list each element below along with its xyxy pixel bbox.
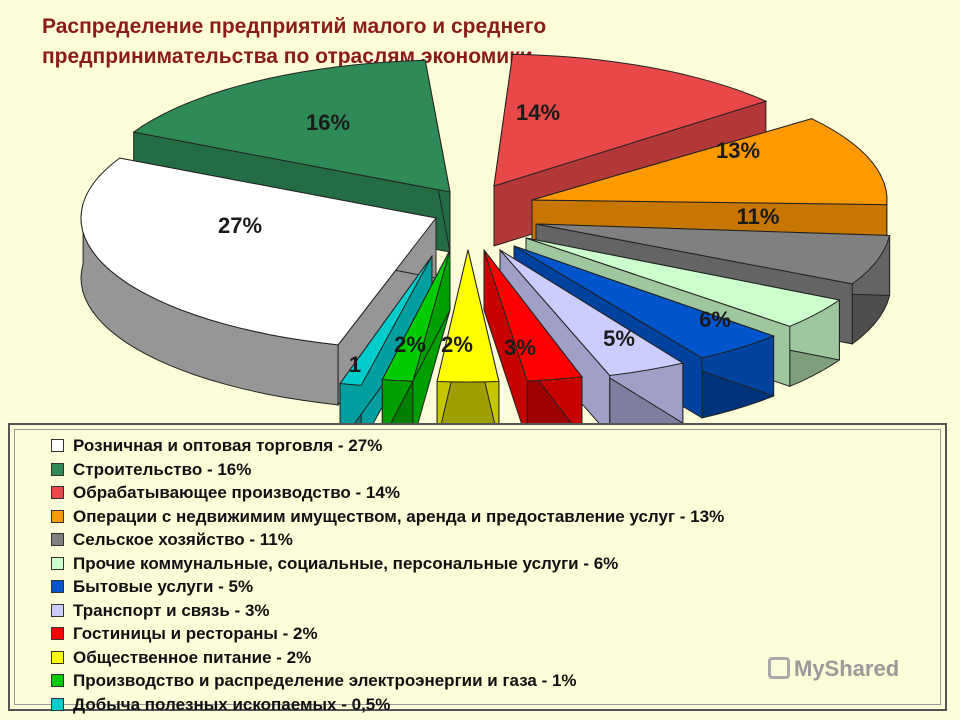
legend-item: Добыча полезных ископаемых - 0,5% [51,693,940,717]
slice-label-5: 11% [737,204,780,229]
legend-frame: Розничная и оптовая торговля - 27% Строит… [14,429,941,714]
slice-label-3: 14% [516,100,560,125]
legend-item: Операции с недвижимим имуществом, аренда… [51,505,940,529]
legend-list: Розничная и оптовая торговля - 27% Строит… [15,430,940,716]
legend-item: Производство и распределение электроэнер… [51,669,940,693]
legend-label: Транспорт и связь - 3% [73,600,270,620]
slice-label-6: 6% [699,307,731,332]
legend-label: Сельское хозяйство - 11% [73,530,293,549]
legend-item: Розничная и оптовая торговля - 27% [51,434,940,458]
legend-item: Транспорт и связь - 3% [51,599,940,623]
legend-item: Общественное питание - 2% [51,646,940,670]
pie-slice-10 [436,249,500,425]
legend-label: Обрабатывающее производство - 14% [73,483,400,502]
legend-swatch [51,509,64,523]
legend-swatch [51,697,64,711]
legend-label: Прочие коммунальные, социальные, персона… [73,553,619,573]
slice-label-1: 27% [218,213,262,238]
slice-label-2: 16% [306,110,350,135]
legend-swatch [51,674,64,688]
legend-swatch [51,603,64,617]
legend-swatch [51,462,64,476]
legend-label: Добыча полезных ископаемых - 0,5% [73,694,391,714]
slice-label-4: 13% [716,138,760,163]
legend-item: Строительство - 16% [51,458,940,482]
legend-swatch [51,486,64,500]
pie-chart: 27% 16% 14% 13% 11% 6% 5% 3% 2% 2% 1 [80,53,891,425]
legend-label: Общественное питание - 2% [73,647,312,667]
legend-label: Производство и распределение электроэнер… [73,671,577,690]
watermark-logo-icon [768,657,790,679]
slice-label-9: 2% [441,332,473,357]
legend-label: Строительство - 16% [73,459,252,479]
legend-swatch [51,533,64,547]
watermark-text: MyShared [794,656,900,681]
legend-swatch [51,439,64,453]
legend-item: Гостиницы и рестораны - 2% [51,622,940,646]
legend-swatch [51,650,64,664]
pie-slice-11 [381,249,451,425]
slice-label-7: 5% [603,326,635,351]
legend-label: Гостиницы и рестораны - 2% [73,624,318,643]
watermark: MyShared [768,656,899,682]
legend-swatch [51,580,64,594]
legend-swatch [51,627,64,641]
legend-item: Обрабатывающее производство - 14% [51,481,940,505]
slice-label-10: 2% [394,332,426,357]
legend-swatch [51,556,64,570]
legend-label: Бытовые услуги - 5% [73,577,254,596]
legend-label: Операции с недвижимим имуществом, аренда… [73,506,725,526]
slice-label-11: 1 [349,352,361,377]
pie-slice-9 [483,248,583,425]
legend: Розничная и оптовая торговля - 27% Строит… [8,423,947,714]
pie-slice-12 [339,254,433,425]
slice-label-8: 3% [504,335,536,360]
chart-title-line-1: Распределение предприятий малого и средн… [42,15,547,38]
legend-label: Розничная и оптовая торговля - 27% [73,436,383,455]
legend-item: Сельское хозяйство - 11% [51,528,940,552]
legend-item: Бытовые услуги - 5% [51,575,940,599]
legend-item: Прочие коммунальные, социальные, персона… [51,552,940,576]
